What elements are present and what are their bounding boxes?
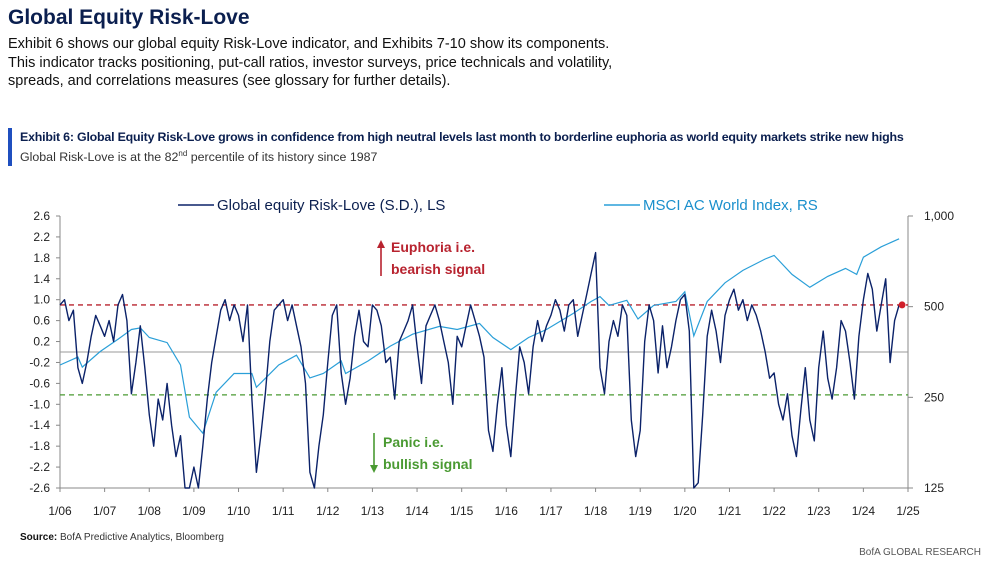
source-label: Source: — [20, 532, 58, 543]
x-axis-tick-label: 1/14 — [405, 504, 429, 518]
x-axis-tick-label: 1/23 — [807, 504, 831, 518]
x-axis-tick-label: 1/15 — [450, 504, 474, 518]
left-axis-tick-label: 1.0 — [33, 293, 50, 307]
x-axis-tick-label: 1/22 — [762, 504, 786, 518]
x-axis-tick-label: 1/11 — [272, 504, 295, 518]
left-axis-tick-label: -0.2 — [29, 355, 50, 369]
left-axis-tick-label: -2.6 — [29, 481, 50, 495]
risk-love-chart: 2.6 2.2 1.8 1.4 1.0 0.6 0.2 -0.2 -0.6 -1.0 -1.4 -1.… — [29, 197, 954, 518]
threshold-lines — [60, 304, 908, 396]
right-axis-tick-label: 250 — [924, 390, 944, 404]
latest-value-marker — [898, 301, 906, 309]
x-axis-tick-label: 1/18 — [584, 504, 608, 518]
panic-label-line1: Panic i.e. — [383, 434, 444, 450]
panic-arrow-head — [370, 465, 378, 473]
x-axis-tick-label: 1/13 — [361, 504, 385, 518]
exhibit-subtitle-post: percentile of its history since 1987 — [187, 150, 378, 165]
x-axis-tick-label: 1/17 — [539, 504, 563, 518]
left-axis-tick-label: 0.2 — [33, 335, 50, 349]
left-axis-tick-label: -1.4 — [29, 418, 50, 432]
left-axis-tick-label: 2.2 — [33, 230, 50, 244]
risk-love-series-group — [59, 251, 906, 489]
page-title: Global Equity Risk-Love — [8, 6, 250, 29]
source-note: Source: BofA Predictive Analytics, Bloom… — [20, 532, 224, 543]
x-axis-tick-label: 1/07 — [93, 504, 117, 518]
right-axis-tick-label: 500 — [924, 300, 944, 314]
chart-axes: 2.6 2.2 1.8 1.4 1.0 0.6 0.2 -0.2 -0.6 -1.0 -1.4 -1.… — [29, 209, 954, 518]
left-axis-tick-label: -0.6 — [29, 376, 50, 390]
intro-paragraph: Exhibit 6 shows our global equity Risk-L… — [8, 36, 613, 89]
chart-legend: Global equity Risk-Love (S.D.), LS MSCI A… — [178, 197, 818, 214]
panic-label-line2: bullish signal — [383, 456, 472, 472]
x-axis-tick-label: 1/19 — [629, 504, 653, 518]
exhibit-subtitle-sup: nd — [178, 149, 188, 158]
euphoria-label-line1: Euphoria i.e. — [391, 239, 475, 255]
x-axis-tick-label: 1/09 — [182, 504, 206, 518]
x-axis-tick-label: 1/12 — [316, 504, 340, 518]
x-axis-tick-label: 1/16 — [495, 504, 519, 518]
chart-annotations: Euphoria i.e. bearish signal Panic i.e. bul… — [370, 239, 485, 473]
left-axis-tick-label: -1.0 — [29, 397, 50, 411]
x-axis-tick-label: 1/08 — [138, 504, 162, 518]
msci-series-group — [59, 238, 900, 435]
right-axis-tick-label: 1,000 — [924, 209, 954, 223]
source-text: BofA Predictive Analytics, Bloomberg — [60, 532, 224, 543]
exhibit-subtitle: Global Risk-Love is at the 82nd percenti… — [20, 149, 377, 164]
x-axis-tick-label: 1/06 — [48, 504, 72, 518]
risk-love-line — [59, 251, 900, 489]
left-axis-tick-label: -1.8 — [29, 439, 50, 453]
left-axis-tick-label: 1.8 — [33, 251, 50, 265]
left-axis-tick-label: -2.2 — [29, 460, 50, 474]
euphoria-label-line2: bearish signal — [391, 261, 485, 277]
exhibit-accent-bar — [8, 128, 12, 166]
euphoria-arrow-head — [377, 240, 385, 248]
msci-world-index-line — [59, 238, 900, 435]
footer-brand: BofA GLOBAL RESEARCH — [859, 547, 981, 558]
x-axis-tick-label: 1/21 — [718, 504, 742, 518]
exhibit-subtitle-pre: Global Risk-Love is at the 82 — [20, 150, 179, 165]
x-axis-tick-label: 1/10 — [227, 504, 251, 518]
legend-label-risk-love: Global equity Risk-Love (S.D.), LS — [217, 197, 445, 214]
exhibit-title: Exhibit 6: Global Equity Risk-Love grows… — [20, 130, 904, 144]
left-axis-tick-label: 1.4 — [33, 272, 50, 286]
legend-label-msci: MSCI AC World Index, RS — [643, 197, 818, 214]
x-axis-tick-label: 1/20 — [673, 504, 697, 518]
left-axis-tick-label: 0.6 — [33, 314, 50, 328]
x-axis-tick-label: 1/25 — [896, 504, 920, 518]
x-axis-tick-label: 1/24 — [852, 504, 876, 518]
right-axis-tick-label: 125 — [924, 481, 944, 495]
left-axis-tick-label: 2.6 — [33, 209, 50, 223]
